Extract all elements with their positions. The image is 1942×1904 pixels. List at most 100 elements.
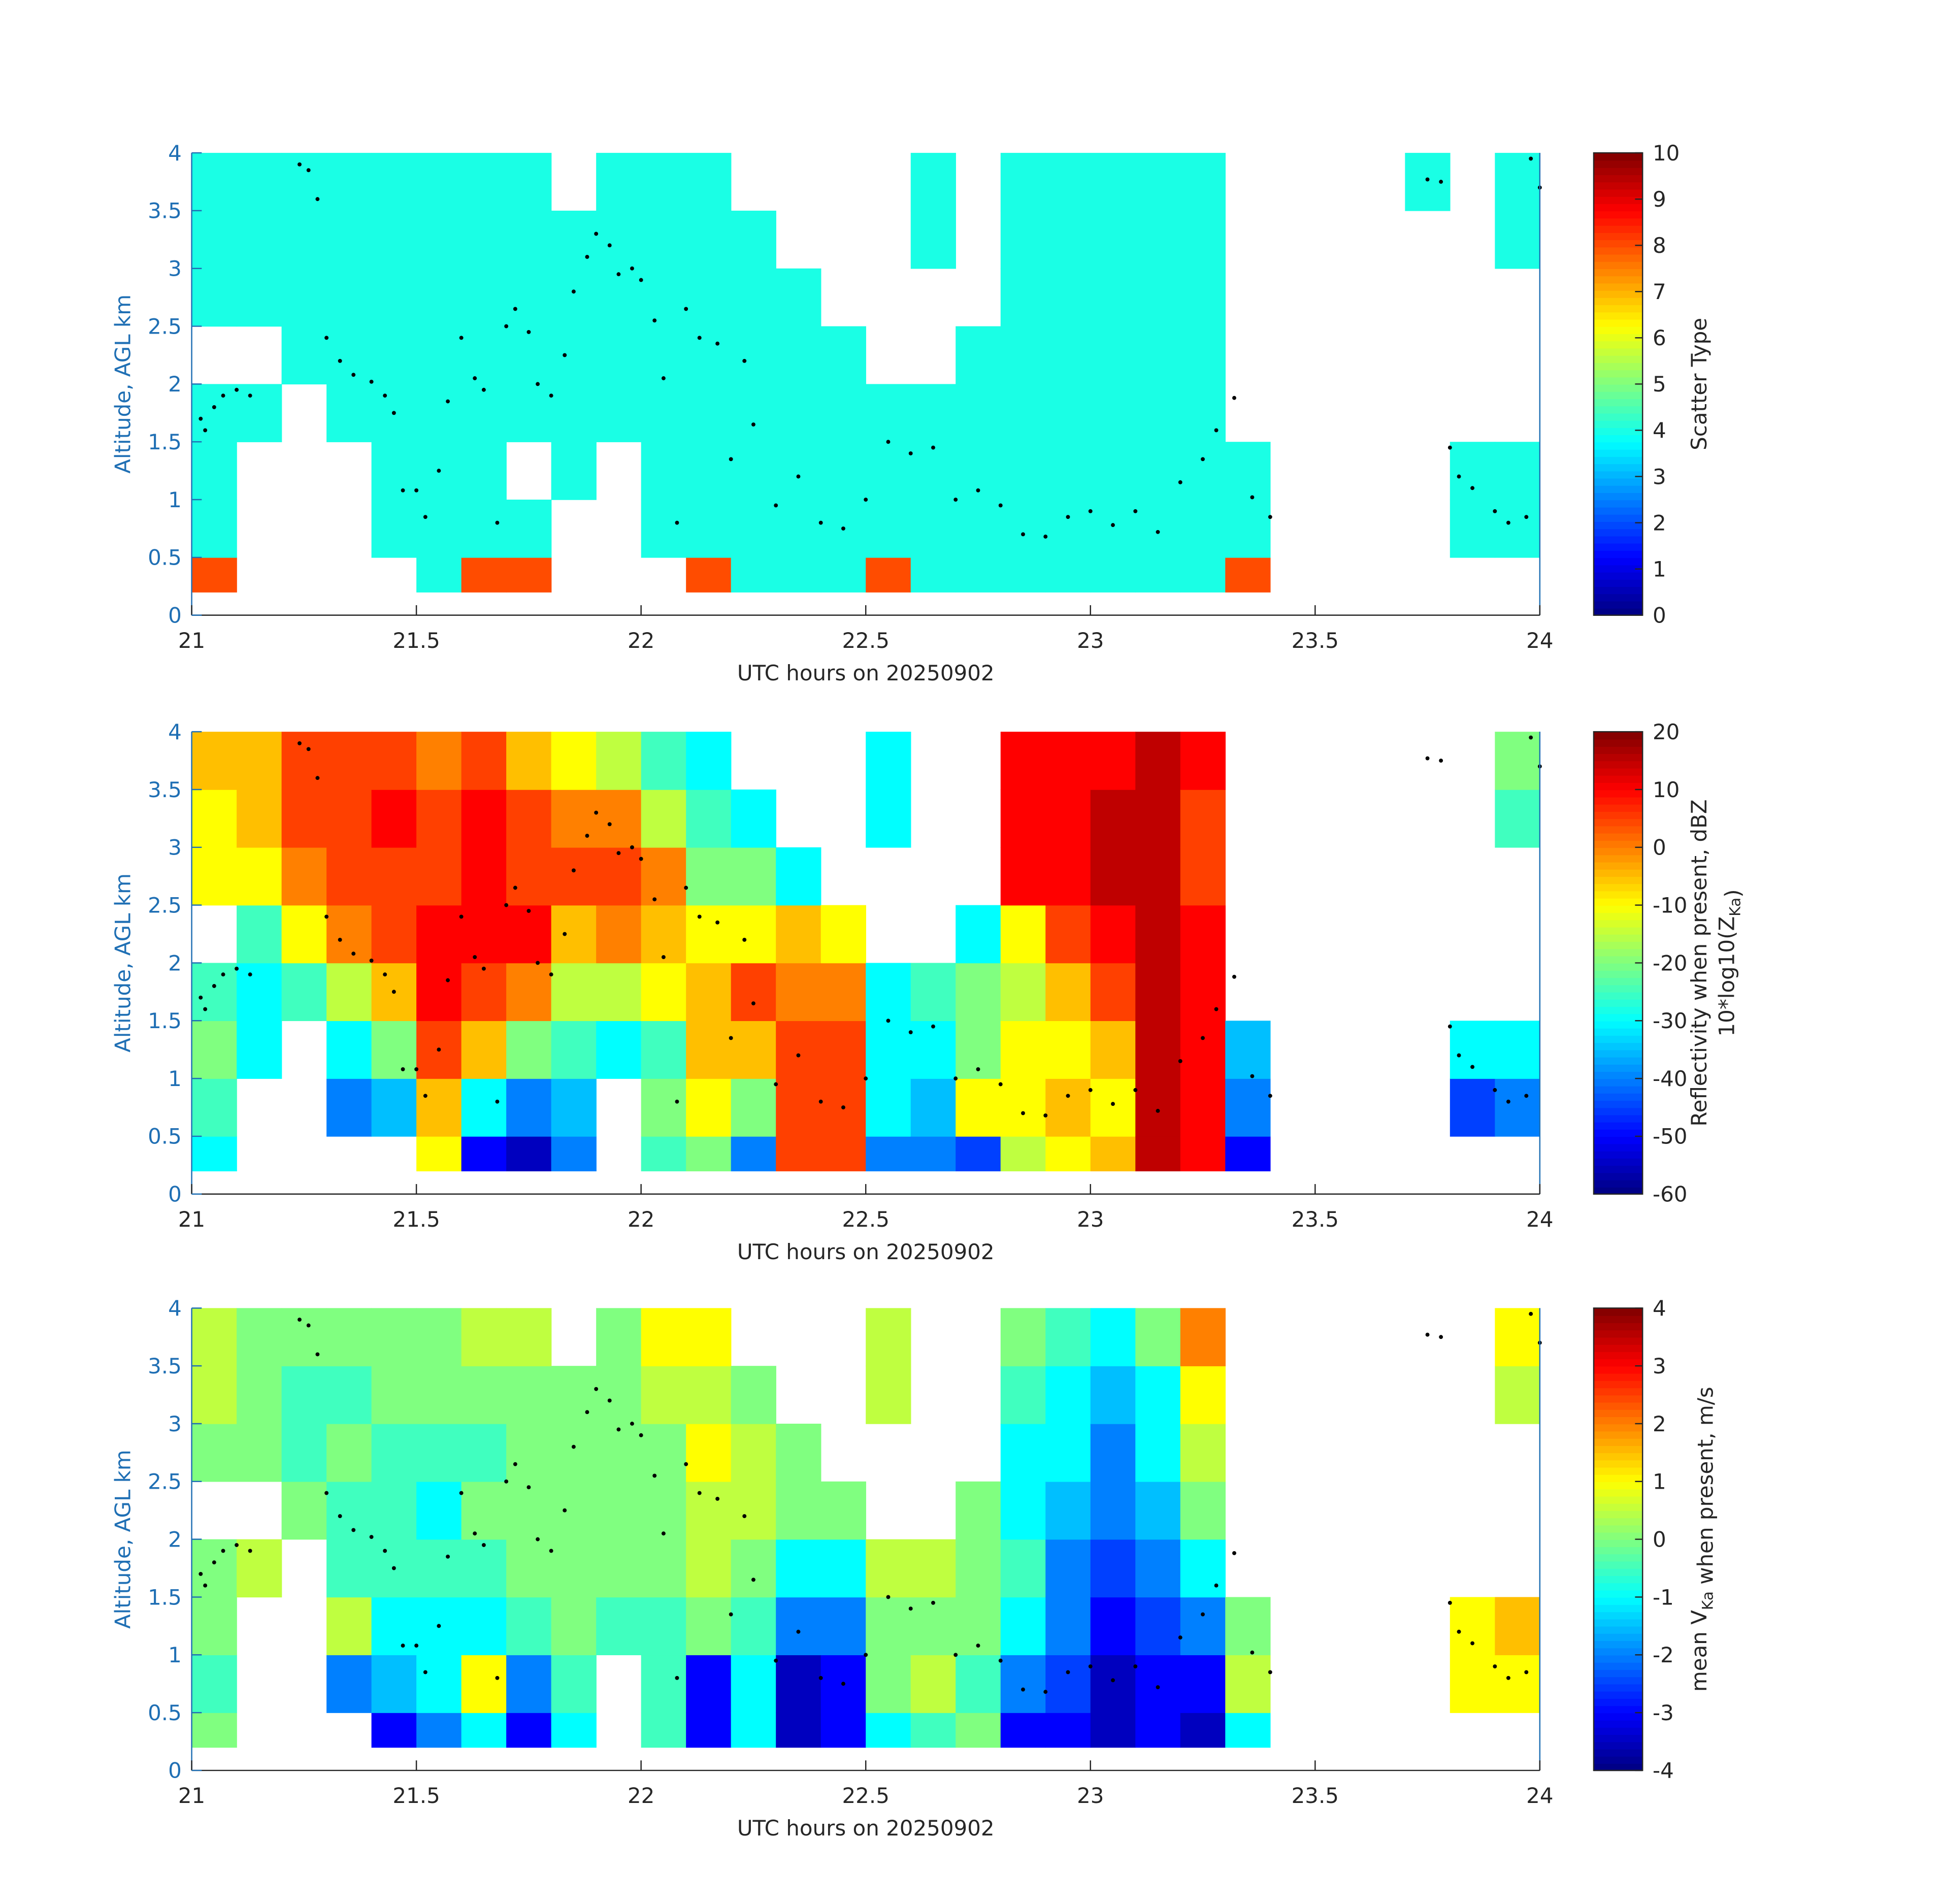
dot (715, 920, 720, 925)
heatmap-cell (731, 847, 776, 906)
colorbar-segment (1593, 1590, 1643, 1598)
heatmap-cell (686, 326, 732, 385)
heatmap-cell (191, 1713, 237, 1748)
heatmap-cell (1000, 210, 1046, 269)
heatmap-cell (596, 905, 642, 964)
heatmap-cell (1225, 442, 1271, 500)
colorbar-segment (1593, 1611, 1643, 1620)
dot (1250, 1650, 1255, 1655)
heatmap-cell (1000, 1078, 1046, 1137)
heatmap-cell (416, 1366, 462, 1424)
dot (796, 1629, 801, 1634)
heatmap-cell (731, 1366, 776, 1424)
heatmap-cell (731, 442, 776, 500)
colorbar-segment (1593, 1042, 1643, 1051)
heatmap-cell (191, 1366, 237, 1424)
colorbar-segment (1593, 521, 1643, 530)
dot (481, 1543, 486, 1547)
heatmap-cell (461, 1308, 507, 1366)
heatmap-cell (551, 268, 597, 327)
colorbar-segment (1593, 1315, 1643, 1324)
heatmap-cell (416, 210, 462, 269)
dot (998, 1658, 1003, 1663)
dot (221, 1549, 225, 1553)
heatmap-cell (1180, 905, 1226, 964)
heatmap-cell (686, 384, 732, 442)
heatmap-cell (506, 268, 552, 327)
colorbar-tick-label: 4 (1653, 1296, 1666, 1321)
heatmap-cell (731, 500, 776, 558)
colorbar-segment (1593, 1749, 1643, 1757)
heatmap-cell (1180, 789, 1226, 848)
heatmap-cell (416, 847, 462, 906)
dot (1268, 515, 1272, 519)
y-tick-label: 3.5 (148, 777, 182, 802)
dot (931, 1600, 935, 1605)
colorbar-segment (1593, 167, 1643, 175)
heatmap-cell (237, 732, 282, 790)
heatmap-cell (776, 1423, 821, 1482)
heatmap-cell (1045, 1078, 1091, 1137)
heatmap-cell (326, 905, 372, 964)
colorbar-segment (1593, 333, 1643, 342)
dot (1529, 735, 1533, 740)
colorbar-segment (1593, 1626, 1643, 1634)
dot (585, 834, 589, 838)
dot (1021, 532, 1025, 537)
heatmap-cell (506, 1366, 552, 1424)
colorbar-segment (1593, 290, 1643, 298)
heatmap-cell (1090, 789, 1136, 848)
heatmap-cell (866, 1597, 911, 1656)
colorbar-tick-label: -30 (1653, 1008, 1688, 1033)
heatmap-cell (596, 789, 642, 848)
dot (203, 1007, 208, 1011)
colorbar-segment (1593, 1489, 1643, 1497)
heatmap-cell (416, 1655, 462, 1713)
colorbar-segment (1593, 941, 1643, 949)
heatmap-cell (596, 1366, 642, 1424)
y-axis-label: Altitude, AGL km (111, 1450, 136, 1629)
heatmap-cell (686, 732, 732, 790)
heatmap-cell (1180, 732, 1226, 790)
heatmap-cell (596, 1597, 642, 1656)
dot (1156, 1108, 1160, 1113)
colorbar-segment (1593, 970, 1643, 978)
x-tick-label: 21 (178, 1207, 205, 1232)
dot (1066, 1670, 1070, 1675)
dot (715, 341, 720, 346)
heatmap-cell (641, 1713, 686, 1748)
heatmap-cell (506, 557, 552, 593)
colorbar-segment (1593, 413, 1643, 421)
x-tick-label: 21 (178, 1783, 205, 1808)
colorbar-segment (1593, 153, 1643, 161)
dot (1439, 759, 1443, 763)
colorbar-segment (1593, 362, 1643, 371)
heatmap-cell (1450, 1597, 1496, 1656)
colorbar-segment (1593, 210, 1643, 219)
dot (1524, 515, 1529, 519)
heatmap-cell (326, 153, 372, 211)
dot (774, 1082, 778, 1087)
colorbar-label: Scatter Type (1687, 318, 1711, 450)
heatmap-cell (191, 500, 237, 558)
colorbar-segment (1593, 1122, 1643, 1130)
heatmap-cell (1000, 1597, 1046, 1656)
heatmap-cell (596, 732, 642, 790)
dot (298, 1318, 302, 1322)
heatmap-cell (641, 905, 686, 964)
heatmap-cell (866, 384, 911, 442)
heatmap-cell (686, 1021, 732, 1079)
colorbar-segment (1593, 514, 1643, 522)
heatmap-cell (1450, 1021, 1496, 1079)
heatmap-cell (1135, 210, 1181, 269)
colorbar-segment (1593, 1640, 1643, 1649)
dot (351, 373, 356, 377)
heatmap-cell (731, 905, 776, 964)
colorbar-segment (1593, 1568, 1643, 1577)
dot (1178, 1059, 1182, 1063)
dot (526, 909, 531, 913)
heatmap-cell (1000, 847, 1046, 906)
panel: 21 21.5 22 22.5 23 23.5 2400.511.522.533.54UTC… (111, 1296, 1718, 1841)
heatmap-cell (506, 1078, 552, 1137)
heatmap-cell (956, 326, 1001, 385)
